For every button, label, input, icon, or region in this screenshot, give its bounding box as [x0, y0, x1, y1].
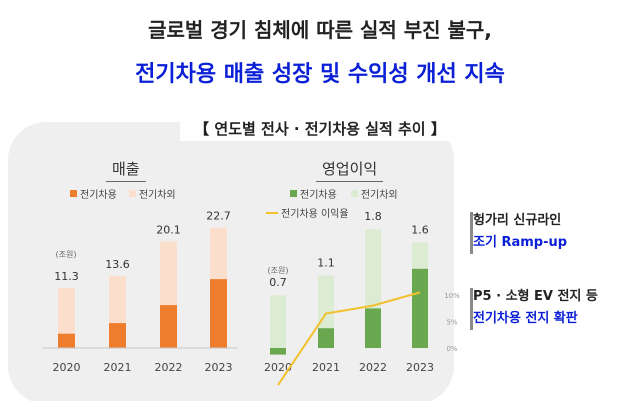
op-total-label-2021: 1.1	[317, 256, 335, 269]
op-x-label-2020: 2020	[264, 361, 292, 374]
section-label: 【 연도별 전사 · 전기차용 실적 추이 】	[0, 116, 640, 141]
sales-legend-non-ev-swatch	[128, 190, 136, 197]
op-total-label-2023: 1.6	[411, 223, 429, 236]
op-right-tick-10: 10%	[444, 292, 460, 300]
sales-legend-ev-swatch	[70, 190, 77, 197]
sales-total-label-2023: 22.7	[206, 210, 231, 223]
note1-bar	[470, 212, 473, 254]
op-bar-ev-2022	[365, 308, 381, 348]
note-1-line2: 조기 Ramp-up	[473, 235, 568, 250]
note-2-line2: 전기차용 전지 확판	[473, 311, 578, 326]
note-2: P5 · 소형 EV 전지 등 전기차용 전지 확판	[473, 286, 640, 330]
op-x-label-2023: 2023	[406, 361, 434, 374]
op-legend-ev-swatch	[290, 190, 297, 197]
op-legend-non-ev: 전기차외	[360, 190, 398, 201]
sales-x-label-2021: 2021	[104, 361, 132, 374]
note-1-line1: 헝가리 신규라인	[473, 213, 562, 228]
op-legend-margin: 전기차용 이익율	[281, 209, 349, 220]
op-legend-non-ev-swatch	[350, 190, 358, 197]
op-x-label-2021: 2021	[312, 361, 340, 374]
sales-unit-label: (조원)	[56, 250, 77, 259]
op-bar-ev-2020	[270, 348, 286, 355]
section-label-text: 【 연도별 전사 · 전기차용 실적 추이 】	[180, 116, 460, 141]
op-legend-ev: 전기차용	[300, 190, 337, 201]
sales-legend-non-ev: 전기차외	[138, 190, 176, 201]
op-bar-non-ev-2020	[270, 295, 286, 348]
sales-x-label-2023: 2023	[205, 361, 233, 374]
sales-bar-ev-2020	[58, 333, 75, 348]
sales-total-label-2021: 13.6	[105, 258, 130, 271]
sales-x-label-2022: 2022	[155, 361, 183, 374]
op-bar-non-ev-2021	[318, 275, 334, 329]
op-chart-title: 영업이익	[316, 158, 384, 182]
sales-bar-non-ev-2023	[210, 227, 227, 280]
sales-bar-non-ev-2020	[58, 288, 75, 334]
sales-bar-non-ev-2021	[109, 275, 126, 324]
op-x-label-2022: 2022	[359, 361, 387, 374]
sales-legend: 전기차용 전기차외	[70, 186, 176, 201]
sales-total-label-2020: 11.3	[54, 270, 79, 283]
sales-bar-ev-2023	[210, 279, 227, 348]
headline-line2: 전기차용 매출 성장 및 수익성 개선 지속	[135, 62, 505, 87]
op-legend-line: 전기차용 이익율	[266, 205, 349, 220]
op-bar-ev-2023	[412, 268, 428, 348]
op-bar-non-ev-2022	[365, 229, 381, 309]
headline-line1: 글로벌 경기 침체에 따른 실적 부진 불구,	[148, 18, 492, 42]
sales-legend-ev: 전기차용	[80, 190, 117, 201]
sales-x-label-2020: 2020	[53, 361, 81, 374]
sales-bar-ev-2021	[109, 323, 126, 348]
sales-bar-ev-2022	[160, 305, 177, 348]
op-chart-title-text: 영업이익	[322, 160, 378, 178]
note-2-line1: P5 · 소형 EV 전지 등	[473, 289, 598, 304]
note-1: 헝가리 신규라인 조기 Ramp-up	[473, 210, 640, 254]
sales-chart-title-text: 매출	[112, 160, 140, 178]
op-bar-non-ev-2023	[412, 242, 428, 269]
sales-total-label-2022: 20.1	[156, 223, 181, 236]
op-right-tick-0: 0%	[446, 345, 457, 353]
op-total-label-2020: 0.7	[269, 276, 287, 289]
sales-chart-title: 매출	[106, 158, 146, 182]
sales-bar-non-ev-2022	[160, 241, 177, 306]
op-unit-label: (조원)	[268, 266, 289, 275]
op-right-tick-5: 5%	[446, 319, 457, 327]
op-margin-line	[277, 291, 421, 386]
op-legend-bars: 전기차용 전기차외	[290, 186, 398, 201]
op-bar-ev-2021	[318, 328, 334, 348]
note2-bar	[470, 288, 473, 330]
op-total-label-2022: 1.8	[364, 210, 382, 223]
op-legend-margin-line	[266, 211, 278, 214]
